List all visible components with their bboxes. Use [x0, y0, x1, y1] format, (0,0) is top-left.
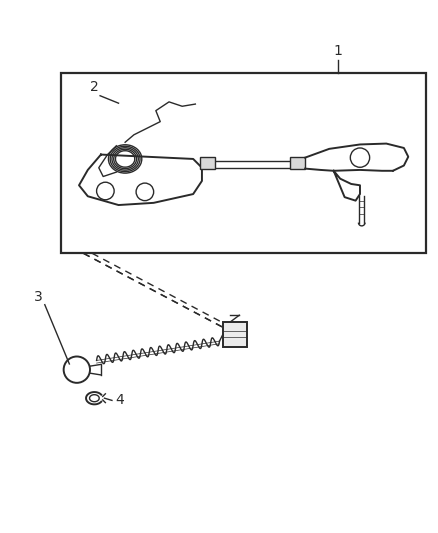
- Bar: [61, 74, 425, 253]
- Text: 3: 3: [34, 290, 43, 304]
- Bar: [289, 157, 304, 169]
- Bar: [199, 157, 215, 169]
- Text: 4: 4: [115, 393, 124, 407]
- Text: 1: 1: [333, 44, 342, 58]
- Bar: [223, 322, 247, 348]
- Text: 2: 2: [90, 80, 99, 94]
